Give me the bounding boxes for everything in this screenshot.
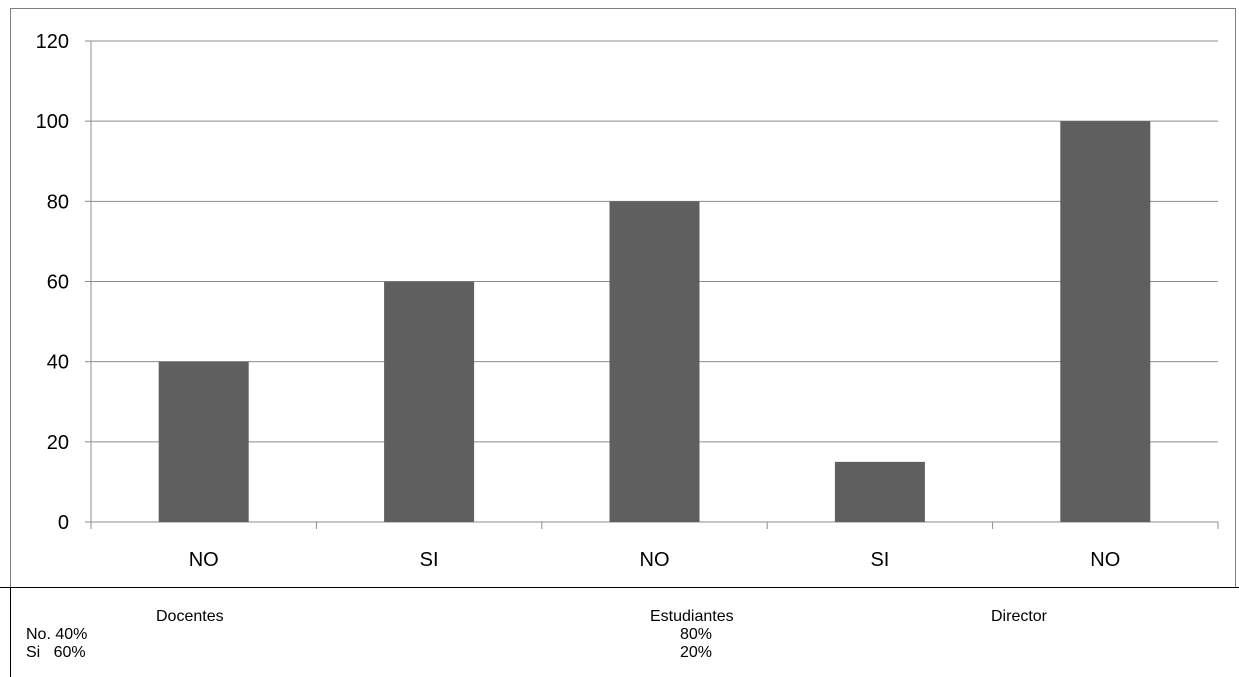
bar-chart: 0 20 40 60 80 100 120 NO SI NO SI NO bbox=[36, 31, 1219, 571]
si-row-label: Si 60% bbox=[26, 644, 86, 661]
y-tick-label-80: 80 bbox=[47, 191, 69, 213]
estudiantes-no-value: 80% bbox=[680, 626, 713, 643]
table-left-border bbox=[10, 587, 11, 677]
director-header: Director bbox=[991, 608, 1048, 625]
x-tick-label-4: NO bbox=[1090, 549, 1120, 571]
bar-3 bbox=[834, 461, 925, 522]
chart-frame bbox=[10, 8, 1236, 587]
bar-4 bbox=[1060, 121, 1151, 523]
y-tick-label-0: 0 bbox=[58, 512, 69, 534]
bar-2 bbox=[609, 201, 700, 523]
estudiantes-si-value: 20% bbox=[680, 644, 713, 661]
x-tick-label-3: SI bbox=[870, 549, 889, 571]
bar-1 bbox=[384, 281, 475, 522]
x-tick-label-0: NO bbox=[189, 549, 219, 571]
docentes-header: Docentes bbox=[156, 608, 224, 625]
x-tick-label-2: NO bbox=[640, 549, 670, 571]
x-tick-label-1: SI bbox=[420, 549, 439, 571]
estudiantes-header: Estudiantes bbox=[650, 608, 734, 625]
no-row-label: No. 40% bbox=[26, 626, 88, 643]
bar-0 bbox=[158, 361, 249, 522]
y-tick-label-20: 20 bbox=[47, 432, 69, 454]
data-table: Docentes Estudiantes Director No. 40% Si… bbox=[0, 587, 1239, 677]
y-tick-label-40: 40 bbox=[47, 352, 69, 374]
y-tick-label-100: 100 bbox=[36, 111, 69, 133]
y-tick-label-120: 120 bbox=[36, 31, 69, 53]
y-tick-label-60: 60 bbox=[47, 272, 69, 294]
